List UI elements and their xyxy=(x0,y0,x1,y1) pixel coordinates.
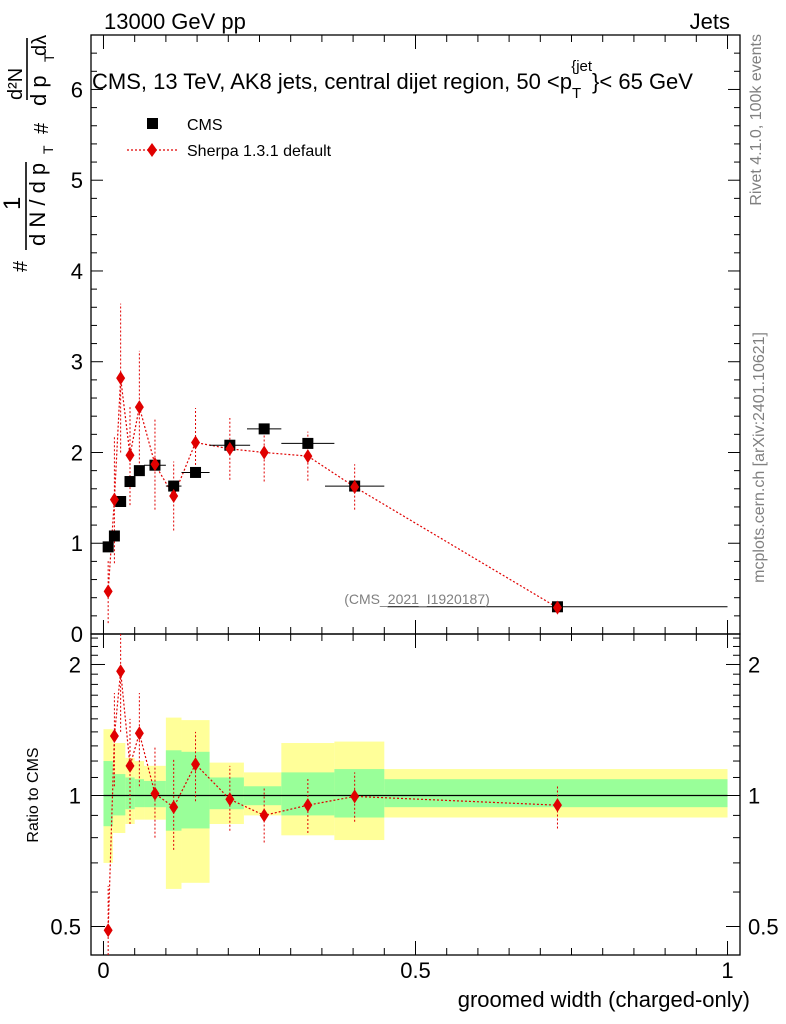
rivet-label: Rivet 4.1.0, 100k events xyxy=(748,34,765,206)
sherpa-point xyxy=(103,584,113,599)
ylabel-pt-sub-1: T xyxy=(40,145,56,154)
ylabel-d2n: d²N xyxy=(5,68,27,100)
sherpa-point xyxy=(150,457,160,472)
ratio-ticks: 0.5 0.5 1 1 2 2 0 0.5 1 xyxy=(50,634,779,983)
ratio-band-green xyxy=(334,769,385,818)
ratio-band-green xyxy=(209,777,244,810)
ratio-sherpa-point xyxy=(259,808,269,823)
ratio-sherpa-point xyxy=(103,923,113,938)
ylabel-pt-sub-2: T xyxy=(41,53,57,62)
ratio-band-green xyxy=(103,761,113,827)
sherpa-point xyxy=(303,449,313,464)
ratio-ytick-label-right: 2 xyxy=(748,652,760,677)
ylabel-dlambda: dλ xyxy=(29,35,51,56)
ratio-y-label: Ratio to CMS xyxy=(25,747,42,842)
sherpa-point xyxy=(134,400,144,415)
ratio-band-green xyxy=(125,777,135,810)
ratio-sherpa-point xyxy=(150,786,160,801)
ratio-sherpa-point xyxy=(552,798,562,813)
cms-point xyxy=(258,423,270,435)
ratio-band-green xyxy=(112,774,126,816)
cms-point xyxy=(124,476,136,488)
ratio-sherpa-point xyxy=(225,792,235,807)
sherpa-point xyxy=(225,441,235,456)
ylabel-one: 1 xyxy=(0,197,26,210)
main-ytick-label: 5 xyxy=(71,168,83,193)
analysis-watermark: (CMS_2021_I1920187) xyxy=(344,591,490,607)
ratio-band-green xyxy=(165,750,182,831)
main-ytick-label: 0 xyxy=(71,622,83,647)
xtick-label: 1 xyxy=(721,958,733,983)
sherpa-point xyxy=(350,479,360,494)
xtick-label: 0 xyxy=(97,958,109,983)
sherpa-point xyxy=(116,371,126,386)
xtick-label: 0.5 xyxy=(400,958,431,983)
cms-point xyxy=(133,465,145,477)
ratio-sherpa-point xyxy=(134,726,144,741)
main-ytick-label: 3 xyxy=(71,350,83,375)
sherpa-point xyxy=(169,489,179,504)
main-ytick-label: 4 xyxy=(71,259,83,284)
main-ytick-label: 6 xyxy=(71,77,83,102)
title-pre: CMS, 13 TeV, AK8 jets, central dijet reg… xyxy=(92,69,572,94)
sherpa-point xyxy=(552,600,562,615)
ylabel-hash-1: # xyxy=(10,260,32,272)
ratio-band-green xyxy=(134,779,145,808)
main-series xyxy=(102,303,728,624)
sherpa-point xyxy=(125,448,135,463)
mcplots-label: mcplots.cern.ch [arXiv:2401.10621] xyxy=(751,332,768,583)
ylabel-dpt: d p xyxy=(26,75,51,106)
ratio-series xyxy=(103,634,562,955)
legend-sherpa-marker xyxy=(147,143,157,157)
ylabel-hash-2: # xyxy=(31,122,53,134)
main-ytick-label: 1 xyxy=(71,531,83,556)
x-axis-label: groomed width (charged-only) xyxy=(458,987,750,1012)
header-left: 13000 GeV pp xyxy=(104,9,246,34)
ratio-sherpa-point xyxy=(169,800,179,815)
ratio-sherpa-point xyxy=(125,758,135,773)
ratio-ytick-label: 2 xyxy=(69,652,81,677)
main-y-ticks: 0 1 2 3 4 5 6 xyxy=(71,35,740,647)
cms-point xyxy=(190,466,202,478)
title-sub: T xyxy=(572,85,581,102)
sherpa-point xyxy=(259,445,269,460)
cms-point xyxy=(115,495,127,507)
title-sup: {jet xyxy=(571,58,593,75)
ylabel-dn-dpt: d N / d p xyxy=(25,163,50,246)
legend-cms-label: CMS xyxy=(187,117,223,134)
main-title: CMS, 13 TeV, AK8 jets, central dijet reg… xyxy=(92,58,693,102)
legend-cms-marker xyxy=(147,118,158,129)
sherpa-point xyxy=(109,492,119,507)
cms-point xyxy=(102,541,114,553)
cms-point xyxy=(168,480,180,492)
ratio-ytick-label-right: 0.5 xyxy=(748,914,779,939)
header-right: Jets xyxy=(690,9,730,34)
ratio-ytick-label: 0.5 xyxy=(50,914,81,939)
legend-sherpa-label: Sherpa 1.3.1 default xyxy=(187,143,332,160)
ratio-sherpa-point xyxy=(109,728,119,743)
ratio-sherpa-point xyxy=(191,757,201,772)
cms-point xyxy=(108,530,120,542)
cms-point xyxy=(302,437,314,449)
ratio-sherpa-point xyxy=(303,798,313,813)
main-ytick-label: 2 xyxy=(71,440,83,465)
legend: CMS Sherpa 1.3.1 default xyxy=(127,117,332,160)
ratio-bands xyxy=(103,717,728,889)
main-y-label: # 1 d N / d p T # d²N d p T dλ xyxy=(0,35,57,272)
ratio-ytick-label-right: 1 xyxy=(748,783,760,808)
ratio-ytick-label: 1 xyxy=(69,783,81,808)
ratio-sherpa-point xyxy=(116,664,126,679)
title-post: }< 65 GeV xyxy=(592,69,693,94)
ratio-sherpa-point xyxy=(350,789,360,804)
sherpa-point xyxy=(191,435,201,450)
